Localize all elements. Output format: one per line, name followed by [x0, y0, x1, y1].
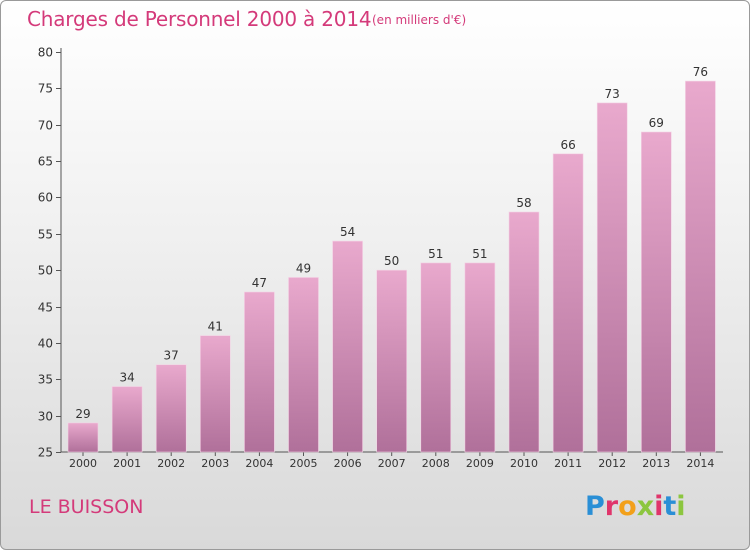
- x-tick-label: 2012: [598, 457, 626, 470]
- y-tick-label: 50: [38, 264, 53, 278]
- y-tick-label: 45: [38, 301, 53, 315]
- y-tick-label: 80: [38, 46, 53, 60]
- value-label: 34: [119, 371, 134, 385]
- bar: [67, 422, 99, 453]
- y-tick-label: 65: [38, 155, 53, 169]
- y-tick-label: 70: [38, 119, 53, 133]
- logo-letter: t: [663, 491, 677, 522]
- logo-letter: x: [636, 491, 655, 522]
- bar-chart: 25 30 35 40 45 50 55 60 65 70 75 80 29 2000 34 2001 37 2…: [38, 46, 723, 470]
- y-tick-label: 25: [38, 446, 53, 460]
- bar: [376, 269, 408, 453]
- bar: [640, 131, 672, 453]
- bar: [332, 240, 363, 453]
- bar: [111, 386, 143, 453]
- x-tick-label: 2003: [201, 457, 229, 470]
- y-tick-label: 55: [38, 228, 53, 242]
- logo-letter: o: [618, 491, 637, 522]
- x-tick-label: 2009: [466, 457, 494, 470]
- bar: [288, 277, 319, 453]
- x-tick-label: 2013: [642, 457, 670, 470]
- x-tick-label: 2014: [686, 457, 714, 470]
- x-tick-label: 2001: [113, 457, 141, 470]
- value-label: 51: [428, 247, 443, 261]
- value-label: 49: [296, 261, 311, 275]
- value-label: 66: [560, 138, 575, 152]
- location-label: LE BUISSON: [29, 496, 144, 518]
- value-label: 50: [384, 254, 399, 268]
- bar: [155, 364, 187, 453]
- value-label: 47: [252, 276, 267, 290]
- bar: [508, 211, 540, 453]
- bar: [596, 102, 628, 453]
- x-tick-label: 2010: [510, 457, 538, 470]
- y-tick-label: 75: [38, 82, 53, 96]
- logo-letter: P: [585, 491, 605, 522]
- logo-letter: r: [604, 491, 619, 522]
- x-tick-label: 2000: [69, 457, 97, 470]
- y-tick-label: 35: [38, 373, 53, 387]
- value-label: 41: [208, 320, 223, 334]
- chart-title: Charges de Personnel 2000 à 2014: [27, 7, 372, 31]
- logo-letter: i: [654, 491, 664, 522]
- value-label: 51: [472, 247, 487, 261]
- value-label: 69: [649, 116, 664, 130]
- value-label: 54: [340, 225, 355, 239]
- value-label: 73: [605, 87, 620, 101]
- y-tick-label: 60: [38, 191, 53, 205]
- chart-subtitle: (en milliers d'€): [372, 13, 467, 27]
- bar: [685, 80, 716, 453]
- logo-letter: i: [676, 491, 686, 522]
- value-label: 37: [164, 349, 179, 363]
- x-tick-label: 2005: [290, 457, 318, 470]
- bar: [464, 262, 496, 453]
- value-label: 76: [693, 65, 708, 79]
- bar: [420, 262, 452, 453]
- x-tick-label: 2006: [334, 457, 362, 470]
- bar: [200, 335, 231, 453]
- x-tick-label: 2004: [245, 457, 273, 470]
- x-tick-label: 2007: [378, 457, 406, 470]
- x-tick-label: 2011: [554, 457, 582, 470]
- y-tick-label: 30: [38, 410, 53, 424]
- value-label: 29: [75, 407, 90, 421]
- x-tick-label: 2002: [157, 457, 185, 470]
- proxiti-logo: Proxiti: [585, 491, 686, 522]
- value-label: 58: [516, 196, 531, 210]
- bar: [552, 153, 584, 453]
- x-tick-label: 2008: [422, 457, 450, 470]
- y-tick-label: 40: [38, 337, 53, 351]
- bar: [244, 291, 275, 453]
